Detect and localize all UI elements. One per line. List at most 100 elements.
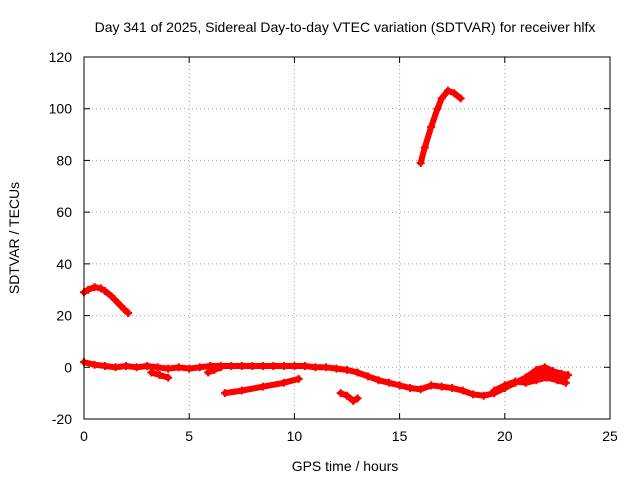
data-point — [542, 373, 551, 382]
data-point — [511, 377, 520, 386]
data-point — [563, 371, 572, 380]
data-point — [395, 381, 404, 390]
data-point — [456, 94, 465, 103]
data-point — [549, 367, 558, 376]
x-tick-label: 15 — [392, 428, 408, 444]
data-point — [237, 361, 246, 370]
data-point — [336, 389, 345, 398]
x-tick-label: 5 — [185, 428, 193, 444]
data-point — [90, 360, 99, 369]
data-point — [164, 364, 173, 373]
data-point — [279, 361, 288, 370]
ticks: 0 5 10 15 20 25 -20 0 20 40 60 80 100 120 — [49, 49, 618, 444]
data-point — [258, 361, 267, 370]
x-tick-label: 0 — [80, 428, 88, 444]
data-point — [210, 365, 219, 374]
data-point — [532, 376, 541, 385]
data-point — [220, 389, 229, 398]
y-tick-label: 20 — [56, 308, 72, 324]
data-point — [90, 283, 99, 292]
series-arc-late-upper — [521, 363, 572, 382]
data-point — [101, 361, 110, 370]
data-point — [500, 381, 509, 390]
data-point — [300, 361, 309, 370]
data-point — [248, 361, 257, 370]
data-point — [374, 376, 383, 385]
data-point — [290, 361, 299, 370]
series-arc-dip-12-13h — [336, 389, 362, 405]
data-point — [185, 364, 194, 373]
data-point — [321, 363, 330, 372]
x-tick-label: 25 — [602, 428, 618, 444]
data-point — [147, 368, 156, 377]
data-point — [132, 363, 141, 372]
data-point — [101, 287, 110, 296]
series-arc-dip-6h — [204, 363, 225, 377]
data-point — [416, 159, 425, 168]
data-point — [490, 386, 499, 395]
plot-frame — [83, 56, 611, 420]
data-point — [557, 369, 566, 378]
data-point — [448, 383, 457, 392]
data-point — [450, 89, 459, 98]
data-point — [311, 363, 320, 372]
data-point — [155, 371, 164, 380]
data-point — [227, 361, 236, 370]
x-axis-label: GPS time / hours — [292, 458, 399, 474]
data-point — [107, 292, 116, 301]
data-point — [458, 386, 467, 395]
data-point — [332, 364, 341, 373]
data-point — [416, 385, 425, 394]
y-tick-label: 40 — [56, 256, 72, 272]
data-point — [279, 378, 288, 387]
data-point — [521, 373, 530, 382]
data-point — [469, 390, 478, 399]
data-point — [540, 363, 549, 372]
data-point — [153, 363, 162, 372]
data-point — [143, 361, 152, 370]
data-point — [349, 396, 358, 405]
data-point — [427, 381, 436, 390]
series-arc-dip-4h — [147, 368, 173, 382]
data-point — [433, 104, 442, 113]
y-tick-label: 60 — [56, 204, 72, 220]
data-point — [164, 373, 173, 382]
grid — [84, 57, 610, 419]
data-point — [122, 361, 131, 370]
data-point — [84, 285, 93, 294]
data-layer — [80, 86, 572, 405]
y-tick-label: -20 — [52, 411, 72, 427]
data-point — [204, 368, 213, 377]
data-point — [479, 391, 488, 400]
series-arc-rising-7-10h — [220, 374, 303, 398]
data-point — [406, 383, 415, 392]
data-point — [195, 363, 204, 372]
data-point — [561, 378, 570, 387]
data-point — [119, 305, 128, 314]
y-axis-label: SDTVAR / TECUs — [6, 182, 22, 294]
data-point — [553, 376, 562, 385]
data-point — [364, 372, 373, 381]
series-line — [337, 390, 361, 404]
data-point — [174, 363, 183, 372]
data-point — [353, 394, 362, 403]
data-point — [427, 122, 436, 131]
data-point — [237, 386, 246, 395]
data-point — [113, 298, 122, 307]
y-tick-label: 100 — [49, 101, 73, 117]
x-tick-label: 10 — [287, 428, 303, 444]
data-point — [437, 94, 446, 103]
y-tick-label: 0 — [64, 359, 72, 375]
data-point — [216, 363, 225, 372]
data-point — [443, 86, 452, 95]
data-point — [532, 365, 541, 374]
data-point — [385, 378, 394, 387]
x-tick-label: 20 — [497, 428, 513, 444]
data-point — [294, 374, 303, 383]
y-tick-label: 80 — [56, 152, 72, 168]
data-point — [343, 391, 351, 400]
data-point — [111, 363, 120, 372]
data-point — [353, 368, 362, 377]
y-tick-label: 120 — [49, 49, 73, 65]
